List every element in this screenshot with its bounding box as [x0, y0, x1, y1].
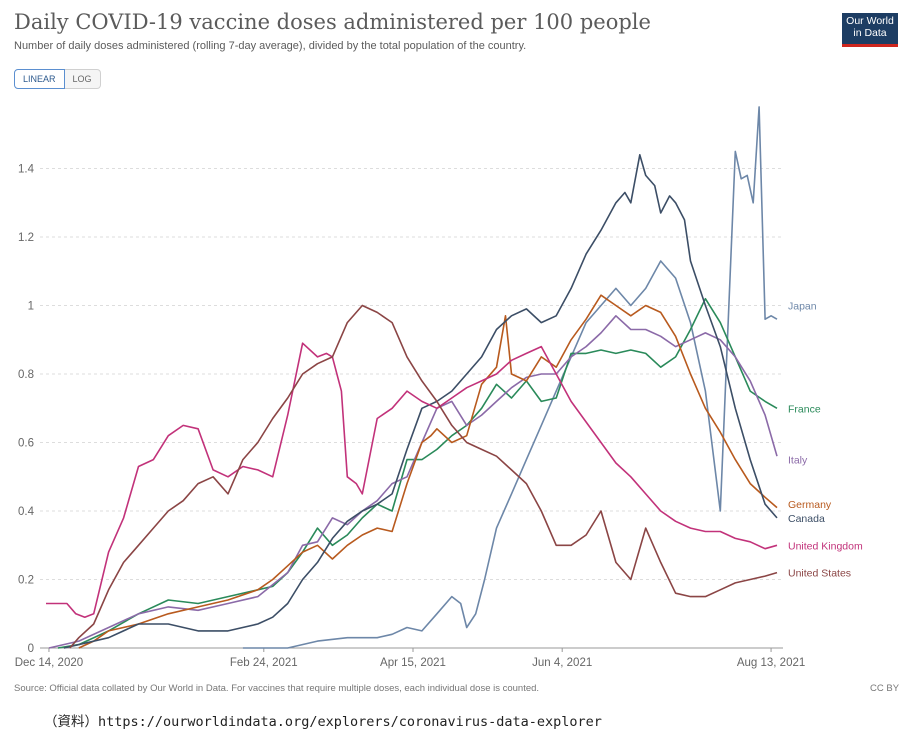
series-line-united-kingdom[interactable]: [46, 342, 778, 619]
x-tick-label: Feb 24, 2021: [230, 657, 298, 669]
chart-title: Daily COVID-19 vaccine doses administere…: [14, 10, 651, 34]
y-tick-label: 0.4: [18, 506, 35, 518]
scale-toggle: LINEAR LOG: [14, 69, 101, 89]
series-label-united-states[interactable]: United States: [788, 568, 851, 580]
series-lines: [46, 106, 778, 649]
logo-line-2: in Data: [853, 27, 887, 39]
y-tick-label: 1.4: [18, 164, 35, 176]
y-tick-label: 1: [28, 301, 34, 313]
chart-subtitle: Number of daily doses administered (roll…: [14, 40, 527, 52]
source-note: Source: Official data collated by Our Wo…: [14, 683, 540, 694]
linear-scale-button[interactable]: LINEAR: [14, 69, 65, 89]
logo-line-1: Our World: [846, 15, 894, 27]
x-tick-label: Dec 14, 2020: [15, 657, 83, 669]
series-line-canada[interactable]: [63, 154, 778, 649]
series-labels: Japan France Italy Germany Canada United King…: [788, 301, 863, 580]
series-line-france[interactable]: [57, 297, 778, 649]
y-tick-label: 0.6: [18, 438, 34, 450]
series-label-france[interactable]: France: [788, 403, 821, 415]
series-label-italy[interactable]: Italy: [788, 455, 808, 467]
series-line-germany[interactable]: [78, 294, 778, 649]
license-link[interactable]: CC BY: [870, 683, 900, 694]
x-tick-label: Jun 4, 2021: [532, 657, 592, 669]
series-label-canada[interactable]: Canada: [788, 513, 825, 525]
y-tick-label: 0.2: [18, 575, 34, 587]
owid-logo[interactable]: Our World in Data: [842, 13, 898, 47]
x-tick-label: Apr 15, 2021: [380, 657, 446, 669]
series-label-united-kingdom[interactable]: United Kingdom: [788, 540, 863, 552]
x-tick-label: Aug 13, 2021: [737, 657, 805, 669]
series-label-japan[interactable]: Japan: [788, 301, 817, 313]
gridlines: [40, 168, 783, 649]
y-tick-label: 0.8: [18, 369, 34, 381]
series-label-germany[interactable]: Germany: [788, 499, 832, 511]
series-line-japan[interactable]: [242, 106, 778, 649]
series-line-united-states[interactable]: [69, 304, 778, 649]
x-axis-ticks: Dec 14, 2020 Feb 24, 2021 Apr 15, 2021 Jun …: [15, 648, 805, 669]
y-tick-label: 0: [28, 643, 34, 655]
series-line-italy[interactable]: [48, 314, 778, 649]
log-scale-button[interactable]: LOG: [64, 69, 101, 89]
y-axis-ticks: 0 0.2 0.4 0.6 0.8 1 1.2 1.4: [18, 164, 35, 656]
y-tick-label: 1.2: [18, 232, 34, 244]
reference-url: （資料）https://ourworldindata.org/explorers…: [44, 714, 602, 730]
